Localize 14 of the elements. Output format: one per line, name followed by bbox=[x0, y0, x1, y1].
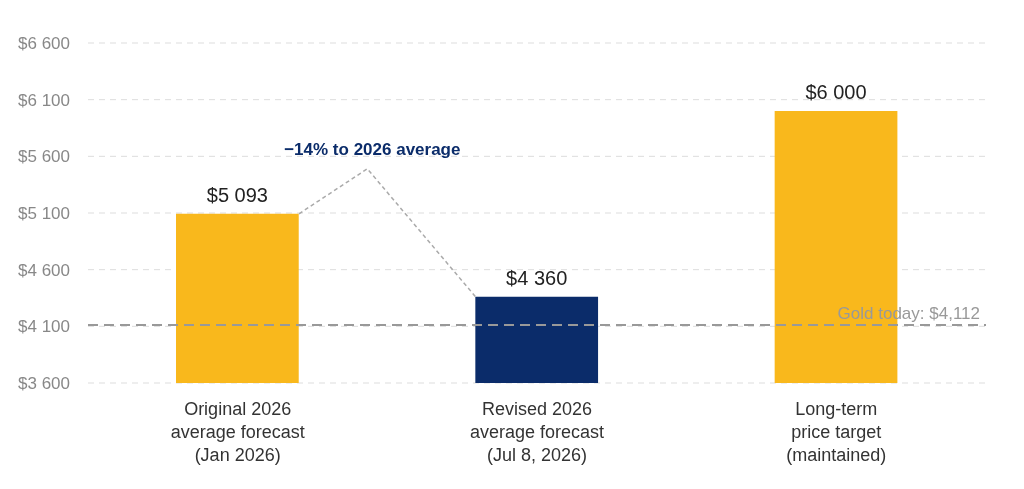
y-tick-label: $3 600 bbox=[18, 374, 70, 394]
y-tick-label: $5 600 bbox=[18, 147, 70, 167]
y-tick-label: $4 600 bbox=[18, 260, 70, 280]
data-label: $5 093 bbox=[206, 183, 268, 206]
annotation: −14% to 2026 average bbox=[284, 139, 461, 159]
y-tick-label: $5 100 bbox=[18, 204, 70, 224]
x-tick-label: Original 2026 average forecast (Jan 2026) bbox=[170, 399, 305, 465]
x-tick-label: Long-term price target (maintained) bbox=[786, 399, 887, 465]
y-tick-label: $6 600 bbox=[18, 34, 70, 54]
data-label: $6 000 bbox=[805, 81, 867, 103]
y-tick-label: $6 100 bbox=[18, 90, 70, 110]
data-label: $4 360 bbox=[506, 266, 568, 289]
x-tick-label: Revised 2026 average forecast (Jul 8, 2026) bbox=[469, 399, 605, 465]
y-tick-label: $4 100 bbox=[18, 317, 70, 337]
